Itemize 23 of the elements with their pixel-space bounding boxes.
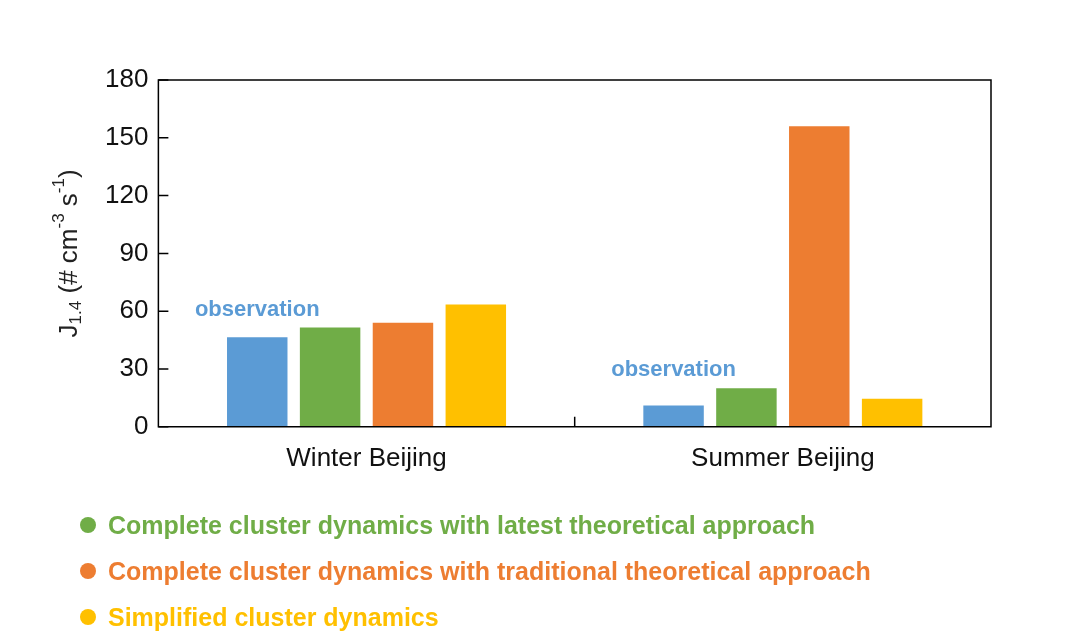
y-axis-title: J1.4 (# cm-3 s-1) (49, 169, 86, 338)
bar (227, 337, 288, 427)
annotation: observation (194, 295, 320, 321)
legend-label: Complete cluster dynamics with latest theoretical approach (108, 510, 816, 540)
x-tick-label: Winter Beijing (286, 441, 447, 472)
x-tick-label: Summer Beijing (691, 441, 875, 472)
bar (299, 327, 361, 427)
y-tick-label: 120 (104, 178, 149, 209)
annotation: observation (611, 356, 736, 382)
y-tick-label: 0 (133, 409, 149, 440)
y-tick-label: 60 (119, 294, 149, 325)
y-tick-label: 150 (104, 120, 149, 151)
bar (861, 398, 923, 427)
bar (445, 304, 507, 427)
y-tick-label: 180 (104, 63, 149, 94)
y-tick-label: 30 (119, 352, 149, 383)
legend-label: Simplified cluster dynamics (108, 602, 439, 632)
bar (716, 388, 777, 427)
bar (643, 405, 704, 427)
bar (372, 322, 434, 427)
legend-label: Complete cluster dynamics with traditional theoretical approach (108, 556, 871, 586)
bar (789, 126, 850, 427)
y-tick-label: 90 (119, 236, 149, 267)
